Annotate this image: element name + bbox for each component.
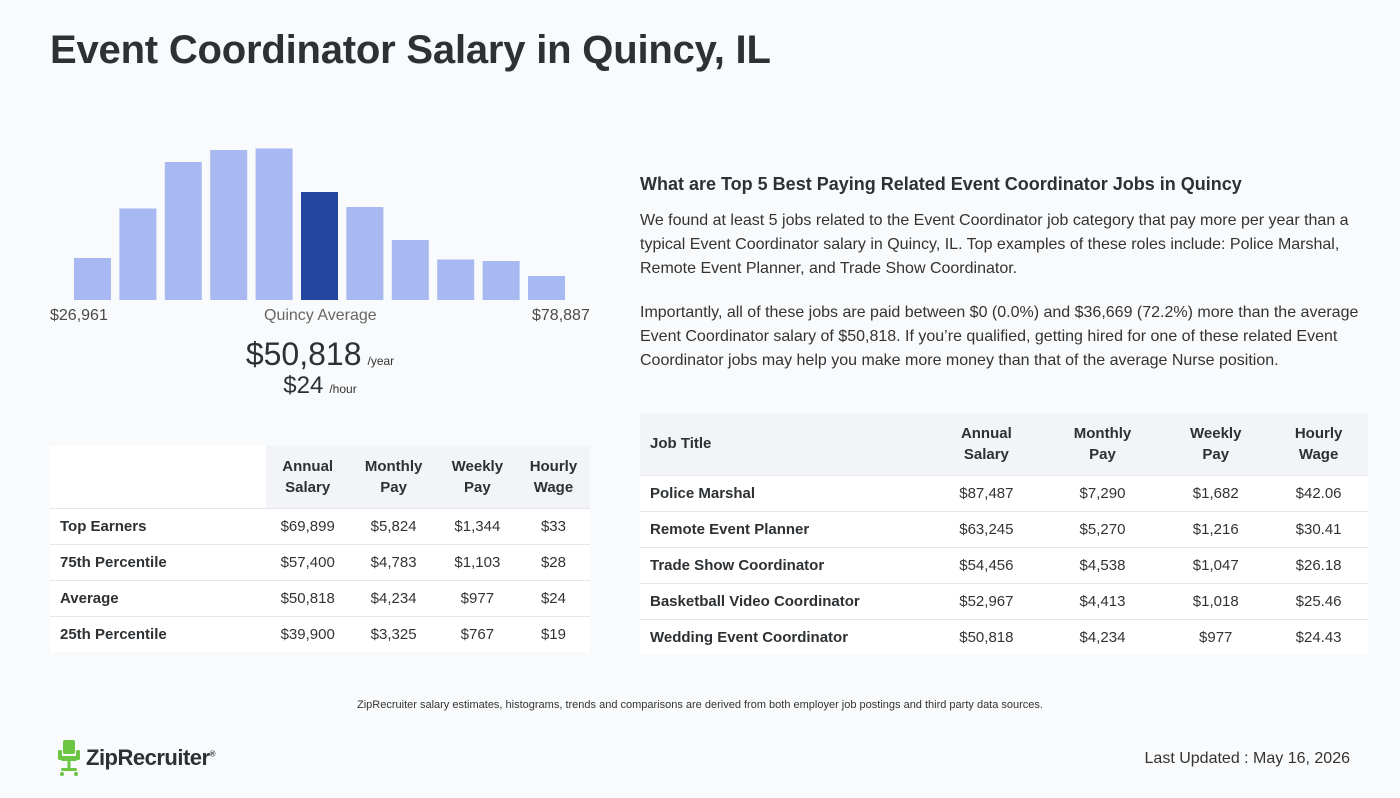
table-row: 25th Percentile $39,900 $3,325 $767 $19 (50, 615, 590, 652)
cell-annual: $87,487 (930, 474, 1043, 511)
header-monthly-pay: Monthly Pay (349, 446, 438, 508)
histogram-bar (528, 276, 565, 300)
row-label: 25th Percentile (50, 615, 266, 652)
job-title: Remote Event Planner (640, 510, 930, 547)
histogram-chart (74, 148, 565, 300)
cell-weekly: $1,018 (1162, 582, 1270, 619)
cell-weekly: $977 (1162, 618, 1270, 655)
cell-monthly: $4,234 (1042, 618, 1163, 655)
cell-hourly: $33 (516, 507, 590, 544)
table-header-row: Annual Salary Monthly Pay Weekly Pay Hourly… (50, 446, 590, 508)
histogram-bar (74, 258, 111, 300)
cell-monthly: $4,538 (1042, 546, 1163, 583)
histogram-bar (210, 150, 248, 300)
last-updated: Last Updated : May 16, 2026 (1144, 750, 1350, 767)
cell-hourly: $25.46 (1269, 582, 1368, 619)
histogram-bar (482, 261, 520, 300)
header-blank (50, 446, 266, 508)
table-row: Top Earners $69,899 $5,824 $1,344 $33 (50, 507, 590, 544)
ziprecruiter-logo[interactable]: ZipRecruiter® (58, 739, 216, 777)
cell-hourly: $42.06 (1269, 474, 1368, 511)
cell-weekly: $1,344 (437, 507, 517, 544)
header-annual-salary: Annual Salary (930, 413, 1043, 475)
chair-icon (58, 740, 80, 776)
histogram-bar-highlight (301, 192, 338, 300)
job-title: Police Marshal (640, 474, 930, 511)
cell-annual: $50,818 (930, 618, 1043, 655)
cell-monthly: $7,290 (1042, 474, 1163, 511)
cell-annual: $57,400 (266, 543, 350, 580)
cell-weekly: $1,047 (1162, 546, 1270, 583)
cell-monthly: $5,824 (349, 507, 438, 544)
histogram-bar (255, 148, 293, 300)
cell-monthly: $3,325 (349, 615, 438, 652)
histogram-bar (164, 162, 202, 300)
table-row: Remote Event Planner $63,245 $5,270 $1,2… (640, 510, 1368, 547)
table-row: Basketball Video Coordinator $52,967 $4,… (640, 582, 1368, 619)
table-header-row: Job Title Annual Salary Monthly Pay Weekly… (640, 413, 1368, 475)
cell-annual: $63,245 (930, 510, 1043, 547)
table-row: Average $50,818 $4,234 $977 $24 (50, 579, 590, 616)
histogram-average-label: Quincy Average (264, 307, 377, 324)
cell-weekly: $1,216 (1162, 510, 1270, 547)
table-row: Trade Show Coordinator $54,456 $4,538 $1… (640, 546, 1368, 583)
row-label: 75th Percentile (50, 543, 266, 580)
header-hourly-wage: Hourly Wage (516, 446, 590, 508)
histogram-bar (346, 207, 384, 300)
histogram-bar (437, 259, 475, 300)
histogram-bar (391, 240, 429, 300)
related-jobs-heading: What are Top 5 Best Paying Related Event… (640, 174, 1242, 194)
histogram-min-label: $26,961 (50, 307, 108, 324)
table-row: 75th Percentile $57,400 $4,783 $1,103 $2… (50, 543, 590, 580)
cell-weekly: $767 (437, 615, 517, 652)
cell-hourly: $24 (516, 579, 590, 616)
header-hourly-wage: Hourly Wage (1269, 413, 1368, 475)
cell-weekly: $1,103 (437, 543, 517, 580)
cell-annual: $52,967 (930, 582, 1043, 619)
header-monthly-pay: Monthly Pay (1042, 413, 1163, 475)
histogram-bar (119, 208, 157, 300)
job-title: Trade Show Coordinator (640, 546, 930, 583)
cell-monthly: $5,270 (1042, 510, 1163, 547)
header-job-title: Job Title (640, 413, 930, 475)
row-label: Top Earners (50, 507, 266, 544)
cell-annual: $50,818 (266, 579, 350, 616)
average-hourly-value: $24 (283, 372, 324, 399)
related-jobs-paragraph-2: Importantly, all of these jobs are paid … (640, 304, 1359, 369)
related-jobs-table: Job Title Annual Salary Monthly Pay Weekly… (640, 413, 1368, 655)
histogram-max-label: $78,887 (532, 307, 590, 324)
cell-hourly: $24.43 (1269, 618, 1368, 655)
row-label: Average (50, 579, 266, 616)
cell-weekly: $977 (437, 579, 517, 616)
header-weekly-pay: Weekly Pay (1162, 413, 1270, 475)
logo-wordmark: ZipRecruiter® (86, 745, 216, 770)
cell-monthly: $4,783 (349, 543, 438, 580)
average-annual-unit: /year (367, 354, 395, 368)
cell-annual: $54,456 (930, 546, 1043, 583)
cell-hourly: $26.18 (1269, 546, 1368, 583)
table-row: Wedding Event Coordinator $50,818 $4,234… (640, 618, 1368, 655)
cell-hourly: $28 (516, 543, 590, 580)
salary-histogram (50, 140, 590, 302)
cell-annual: $69,899 (266, 507, 350, 544)
average-annual-value: $50,818 (245, 336, 362, 372)
header-annual-salary: Annual Salary (266, 446, 350, 508)
average-hourly: $24/hour (50, 372, 590, 400)
job-title: Basketball Video Coordinator (640, 582, 930, 619)
cell-hourly: $19 (516, 615, 590, 652)
header-weekly-pay: Weekly Pay (437, 446, 517, 508)
table-row: Police Marshal $87,487 $7,290 $1,682 $42… (640, 474, 1368, 511)
salary-percentile-table: Annual Salary Monthly Pay Weekly Pay Hourly… (50, 446, 590, 652)
page-title: Event Coordinator Salary in Quincy, IL (50, 28, 771, 72)
related-jobs-paragraph-1: We found at least 5 jobs related to the … (640, 212, 1349, 277)
average-annual: $50,818/year (50, 336, 590, 373)
job-title: Wedding Event Coordinator (640, 618, 930, 655)
average-hourly-unit: /hour (329, 382, 357, 396)
cell-monthly: $4,413 (1042, 582, 1163, 619)
cell-annual: $39,900 (266, 615, 350, 652)
cell-monthly: $4,234 (349, 579, 438, 616)
cell-hourly: $30.41 (1269, 510, 1368, 547)
cell-weekly: $1,682 (1162, 474, 1270, 511)
data-source-disclaimer: ZipRecruiter salary estimates, histogram… (357, 699, 1043, 711)
